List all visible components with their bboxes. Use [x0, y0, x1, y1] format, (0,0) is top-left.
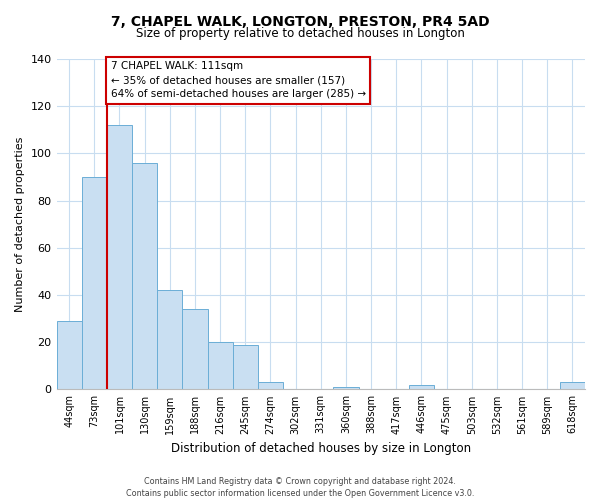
Text: Contains HM Land Registry data © Crown copyright and database right 2024.
Contai: Contains HM Land Registry data © Crown c… [126, 476, 474, 498]
Bar [233, 344, 258, 390]
Text: 7, CHAPEL WALK, LONGTON, PRESTON, PR4 5AD: 7, CHAPEL WALK, LONGTON, PRESTON, PR4 5A… [110, 15, 490, 29]
Bar [208, 342, 233, 390]
Text: Size of property relative to detached houses in Longton: Size of property relative to detached ho… [136, 28, 464, 40]
Bar [560, 382, 585, 390]
Bar [334, 387, 359, 390]
Text: 7 CHAPEL WALK: 111sqm
← 35% of detached houses are smaller (157)
64% of semi-det: 7 CHAPEL WALK: 111sqm ← 35% of detached … [110, 62, 366, 100]
Bar [56, 321, 82, 390]
Bar [157, 290, 182, 390]
Y-axis label: Number of detached properties: Number of detached properties [15, 136, 25, 312]
Bar [409, 384, 434, 390]
Bar [82, 177, 107, 390]
Bar [258, 382, 283, 390]
Bar [132, 163, 157, 390]
Bar [107, 125, 132, 390]
Bar [182, 309, 208, 390]
X-axis label: Distribution of detached houses by size in Longton: Distribution of detached houses by size … [171, 442, 471, 455]
